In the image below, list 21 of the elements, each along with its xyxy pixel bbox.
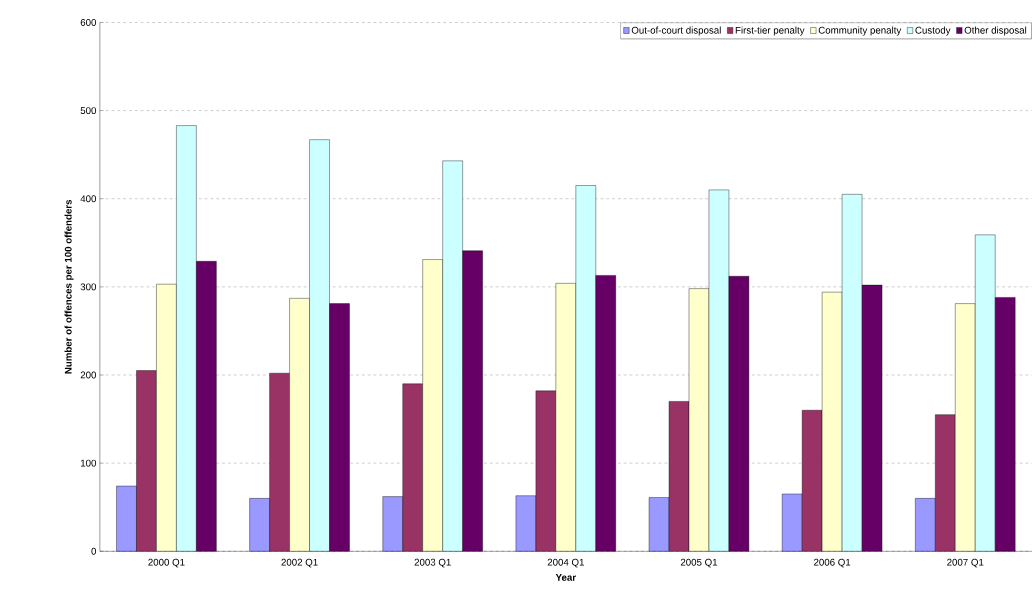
y-axis-title: Number of offences per 100 offenders	[64, 200, 74, 374]
y-tick-label: 300	[80, 283, 97, 291]
x-tick-label: 2007 Q1	[947, 559, 984, 568]
x-tick-label: 2004 Q1	[547, 559, 584, 568]
x-tick-label: 2000 Q1	[148, 559, 185, 568]
legend-label: Community penalty	[818, 26, 902, 36]
legend-label: Other disposal	[964, 26, 1027, 36]
y-tick-label: 200	[80, 371, 97, 379]
legend-label: First-tier penalty	[735, 26, 805, 36]
x-tick-label: 2002 Q1	[281, 559, 318, 568]
legend-label: Custody	[915, 26, 951, 36]
x-tick-label: 2006 Q1	[813, 559, 851, 568]
legend-label: Out-of-court disposal	[631, 26, 721, 36]
y-tick-label: 0	[91, 547, 97, 555]
y-tick-label: 400	[80, 195, 97, 203]
y-tick-label: 500	[80, 107, 97, 115]
x-tick-label: 2003 Q1	[414, 559, 451, 568]
y-tick-label: 100	[80, 459, 97, 467]
x-tick-label: 2005 Q1	[680, 559, 718, 568]
x-axis-title: Year	[555, 574, 576, 582]
y-tick-label: 600	[80, 19, 97, 27]
